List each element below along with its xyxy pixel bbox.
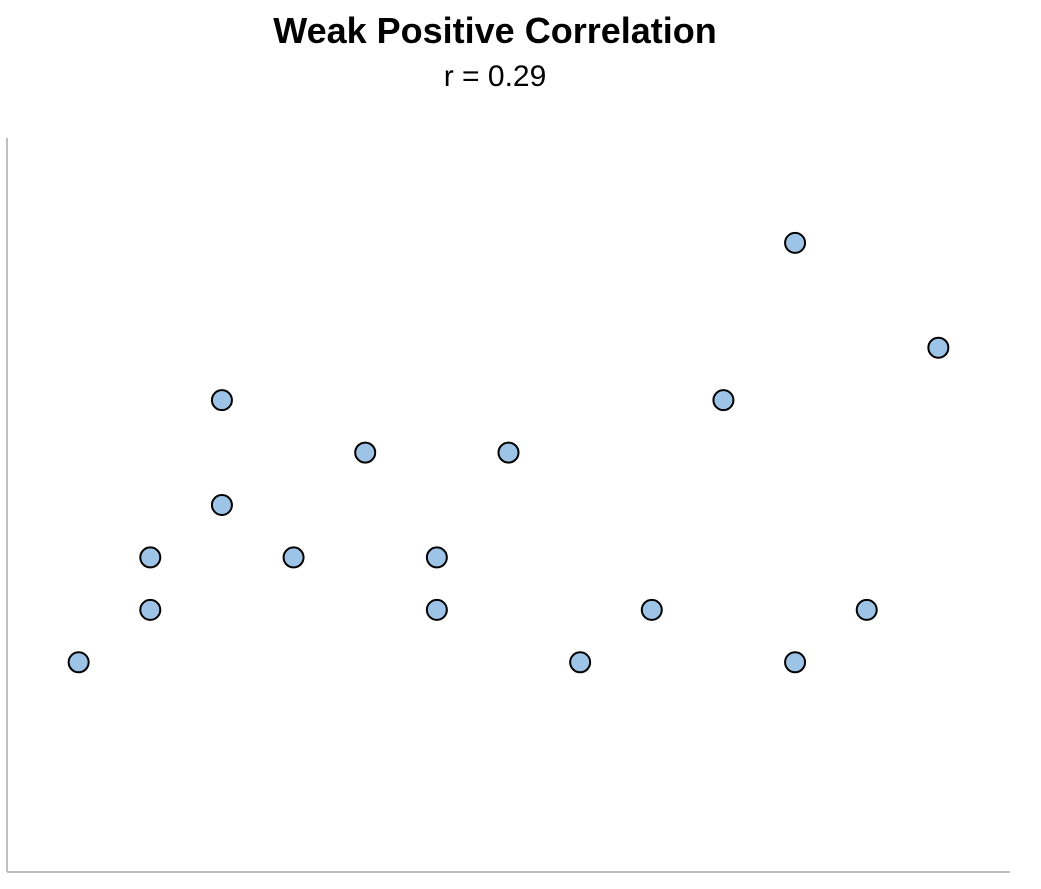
data-point-3 — [139, 546, 162, 569]
data-point-17 — [927, 336, 950, 359]
data-point-7 — [354, 441, 377, 464]
data-point-13 — [712, 389, 735, 412]
data-point-1 — [67, 651, 90, 674]
data-point-2 — [139, 598, 162, 621]
data-points — [67, 231, 950, 674]
data-point-5 — [210, 389, 233, 412]
chart-subtitle: r = 0.29 — [443, 60, 547, 93]
data-point-12 — [640, 598, 663, 621]
data-point-6 — [282, 546, 305, 569]
data-point-14 — [784, 651, 807, 674]
data-point-4 — [210, 494, 233, 516]
data-point-15 — [784, 231, 807, 254]
data-point-11 — [569, 651, 592, 674]
data-point-16 — [855, 598, 878, 621]
chart-title: Weak Positive Correlation — [273, 10, 717, 51]
data-point-10 — [497, 441, 520, 464]
data-point-8 — [425, 598, 448, 621]
data-point-9 — [425, 546, 448, 569]
